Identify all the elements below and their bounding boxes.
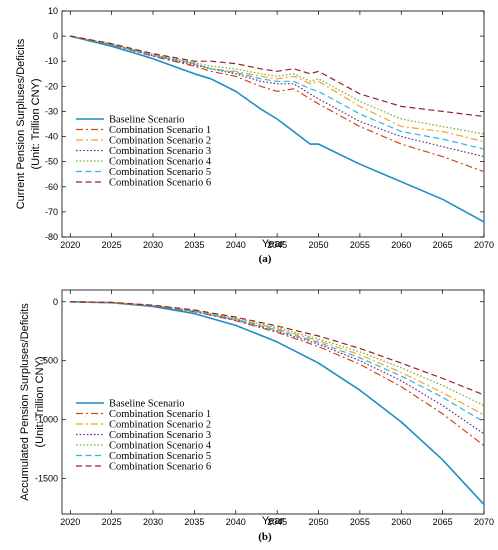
legend-entry: Combination Scenario 5: [109, 451, 211, 462]
legend-entry: Combination Scenario 6: [109, 178, 211, 189]
legend-entry: Combination Scenario 6: [109, 462, 211, 473]
x-tick-label: 2060: [391, 517, 411, 527]
legend-entry: Combination Scenario 3: [109, 146, 211, 157]
legend-entry: Combination Scenario 1: [109, 409, 211, 420]
x-tick-label: 2030: [143, 517, 163, 527]
legend-entry: Combination Scenario 4: [109, 441, 212, 452]
plot-frame: [61, 10, 485, 238]
x-tick-label: 2040: [226, 240, 246, 250]
y-tick-label: -500: [40, 356, 58, 366]
y-tick-label: -10: [45, 56, 58, 66]
y-tick-label: 10: [48, 6, 58, 16]
panel-a-caption: (a): [259, 253, 272, 265]
x-tick-label: 2035: [184, 240, 204, 250]
x-tick-label: 2020: [60, 517, 80, 527]
x-tick-label: 2040: [226, 517, 246, 527]
series-line-combination-6: [70, 301, 485, 396]
legend-entry: Baseline Scenario: [109, 399, 185, 410]
y-tick-label: -1000: [35, 415, 58, 425]
x-tick-label: 2060: [391, 240, 411, 250]
legend-entry: Combination Scenario 3: [109, 430, 211, 441]
plot-frame: [61, 289, 485, 515]
x-tick-label: 2070: [474, 240, 494, 250]
x-tick-label: 2065: [433, 517, 453, 527]
x-axis-label: Year: [262, 238, 285, 250]
series-line-combination-2: [70, 35, 485, 143]
x-tick-label: 2045: [267, 240, 287, 250]
y-tick-label: 0: [53, 297, 58, 307]
x-tick-label: 2055: [350, 240, 370, 250]
x-tick-label: 2035: [184, 517, 204, 527]
legend-entry: Baseline Scenario: [109, 115, 185, 126]
x-tick-label: 2065: [433, 240, 453, 250]
x-tick-label: 2025: [102, 517, 122, 527]
x-tick-label: 2025: [102, 240, 122, 250]
panel-a-chart: 2020 2025 2030 2035 2040 2045 2050 2055 2060 2065…: [15, 6, 494, 250]
series-line-combination-5: [70, 35, 485, 150]
series-line-combination-6: [70, 35, 485, 118]
x-tick-label: 2070: [474, 517, 494, 527]
legend-entry: Combination Scenario 4: [109, 157, 212, 168]
y-tick-label: -40: [45, 132, 58, 142]
x-tick-label: 2020: [60, 240, 80, 250]
y-tick-label: -80: [45, 232, 58, 242]
x-tick-label: 2045: [267, 517, 287, 527]
x-tick-label: 2055: [350, 517, 370, 527]
y-tick-label: 0: [53, 31, 58, 41]
y-axis-unit-label: (Unit: Trillion CNY): [34, 356, 46, 447]
x-tick-label: 2030: [143, 240, 163, 250]
x-axis-label: Year: [262, 515, 285, 527]
y-tick-label: -1500: [35, 474, 58, 484]
y-tick-label: -30: [45, 106, 58, 116]
panel-b-chart: 2020 2025 2030 2035 2040 2045 2050 2055 2060 2065…: [19, 289, 494, 527]
y-axis-label: Accumulated Pension Surpluses/Deficits: [19, 303, 31, 501]
panel-b-caption: (b): [258, 531, 272, 543]
legend-entry: Combination Scenario 2: [109, 136, 211, 147]
x-tick-label: 2050: [308, 240, 328, 250]
y-tick-label: -20: [45, 81, 58, 91]
y-tick-label: -60: [45, 182, 58, 192]
y-tick-label: -50: [45, 157, 58, 167]
series-line-combination-2: [70, 301, 485, 416]
series-line-combination-4: [70, 35, 485, 135]
y-axis-unit-label: (Unit: Trillion CNY): [30, 78, 42, 169]
y-tick-label: -70: [45, 207, 58, 217]
legend-entry: Combination Scenario 1: [109, 125, 211, 136]
legend-entry: Combination Scenario 2: [109, 420, 211, 431]
series-line-baseline: [69, 35, 485, 223]
series-line-combination-1: [70, 301, 485, 447]
y-axis-label: Current Pension Surpluses/Deficits: [15, 38, 27, 209]
series-line-combination-1: [70, 35, 485, 173]
legend-entry: Combination Scenario 5: [109, 167, 211, 178]
x-tick-label: 2050: [308, 517, 328, 527]
